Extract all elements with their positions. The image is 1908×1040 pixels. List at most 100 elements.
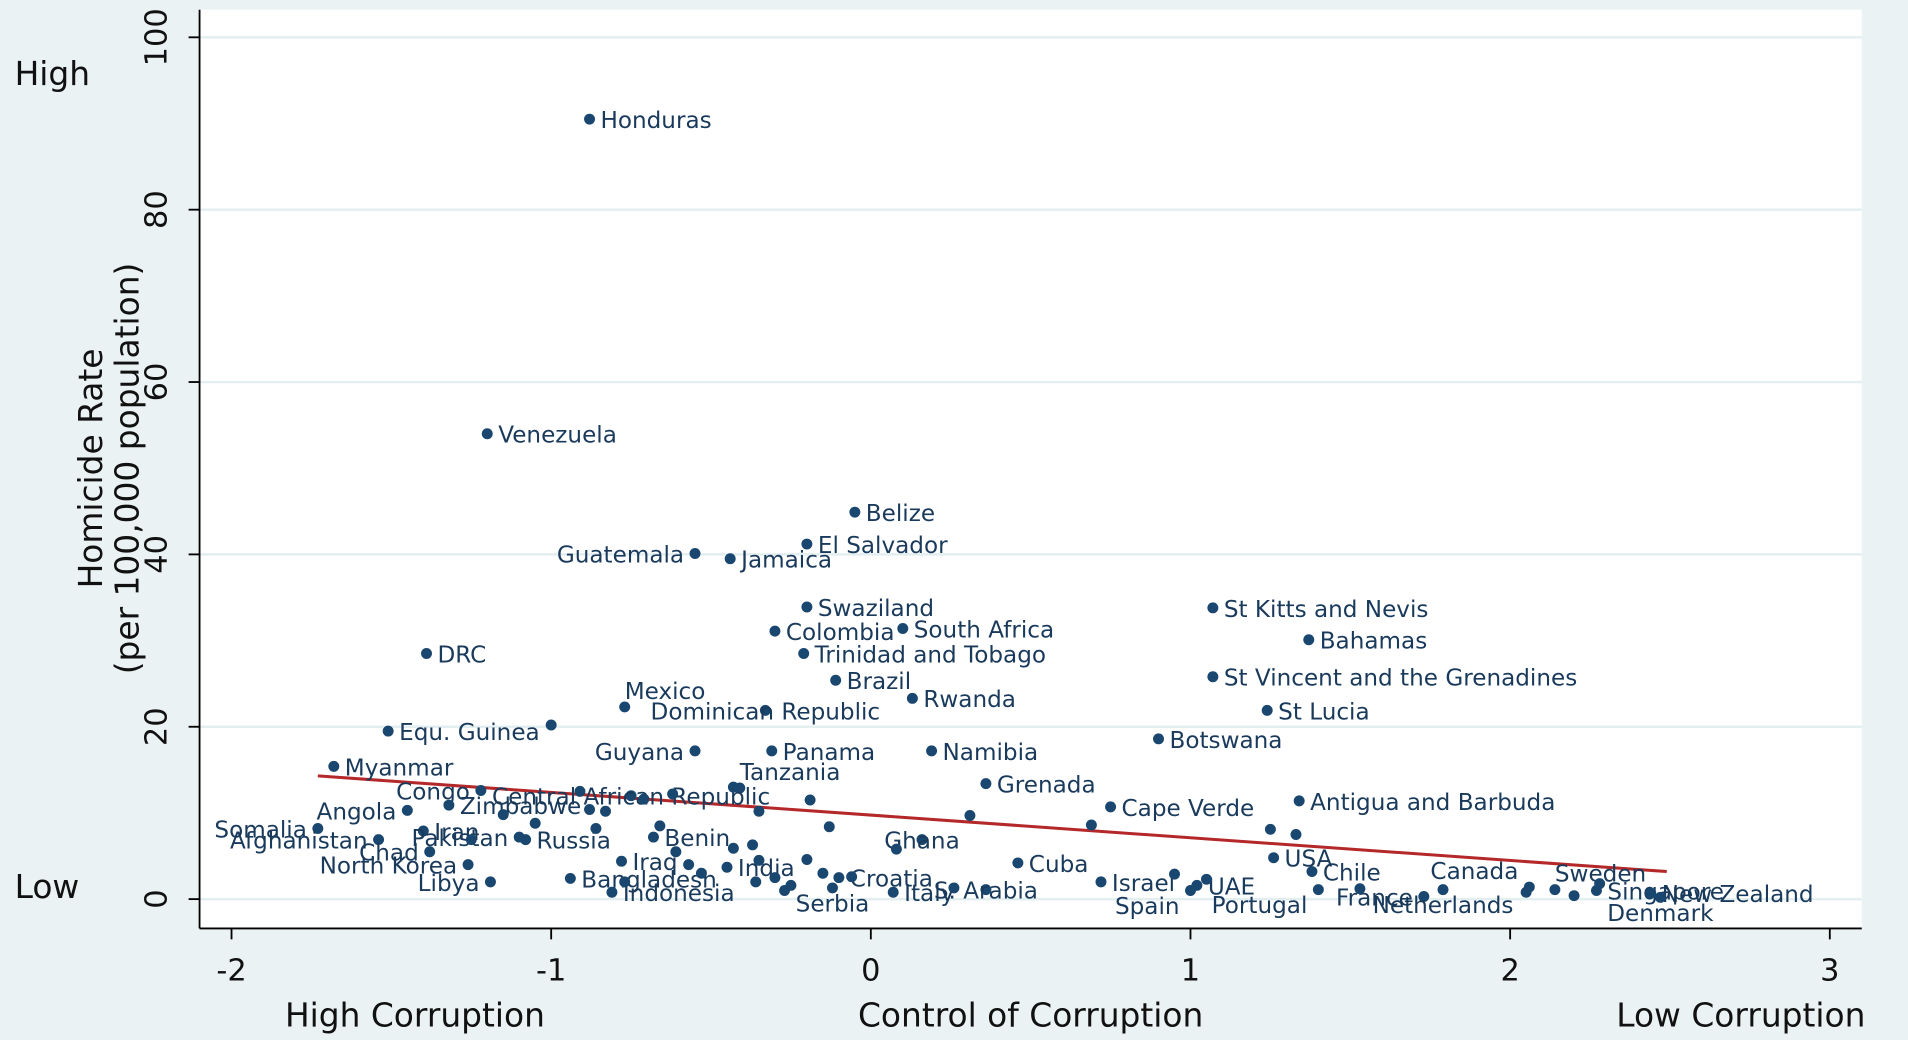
data-point (1654, 891, 1666, 903)
point-label: Zimbabwe (460, 794, 581, 820)
point-label: Central African Republic (492, 785, 770, 811)
point-label: Libya (418, 871, 480, 897)
plot-area (199, 9, 1862, 929)
data-point (897, 623, 909, 634)
data-point (916, 834, 928, 846)
data-point (616, 855, 627, 867)
data-point (1594, 878, 1606, 890)
data-point (564, 872, 576, 884)
data-point (1261, 704, 1273, 716)
data-point (846, 871, 858, 883)
data-point (1191, 879, 1203, 891)
data-point (753, 854, 765, 866)
data-point (647, 831, 659, 843)
data-point (670, 846, 682, 858)
data-point (584, 113, 596, 125)
data-point (798, 648, 810, 659)
point-label: Rwanda (923, 687, 1016, 713)
data-point (421, 648, 432, 659)
x-axis-label: Control of Corruption (858, 997, 1203, 1035)
point-label: Chad (359, 841, 419, 867)
point-label: Canada (1430, 859, 1518, 885)
data-point (769, 625, 781, 637)
data-point (887, 886, 899, 898)
data-point (373, 834, 385, 846)
data-point (1207, 602, 1219, 614)
data-point (1095, 876, 1107, 888)
y-tick-label: 40 (140, 535, 175, 574)
data-point (1303, 634, 1315, 646)
point-label: India (738, 856, 795, 882)
point-label: Jamaica (739, 548, 832, 574)
data-point (481, 428, 493, 440)
point-label: Serbia (796, 891, 870, 917)
point-label: Honduras (600, 108, 711, 134)
data-point (980, 778, 992, 790)
point-label: Panama (783, 740, 876, 766)
point-label: Indonesia (623, 881, 735, 907)
point-label: Equ. Guinea (399, 720, 540, 746)
data-point (417, 825, 429, 837)
point-label: Afghanistan (230, 829, 368, 855)
data-point (1418, 891, 1430, 903)
data-point (823, 821, 835, 833)
x-tick-label: 3 (1820, 954, 1839, 989)
data-point (727, 842, 739, 854)
point-label: North Korea (320, 854, 458, 880)
data-point (584, 804, 596, 815)
data-point (638, 793, 650, 805)
data-point (462, 859, 474, 871)
data-point (724, 553, 736, 565)
data-point (1169, 868, 1180, 880)
point-label: Brazil (847, 669, 912, 695)
data-point (753, 805, 765, 817)
data-point (826, 882, 838, 894)
data-point (801, 538, 813, 550)
data-point (328, 760, 340, 772)
data-point (1085, 819, 1097, 831)
data-point (801, 853, 813, 865)
data-point (520, 834, 532, 846)
data-point (1312, 884, 1324, 896)
data-point (545, 719, 557, 731)
data-point (1290, 829, 1302, 840)
y-tick-label: 0 (140, 889, 175, 908)
data-point (1153, 733, 1164, 745)
data-point (695, 867, 707, 879)
data-point (906, 692, 918, 704)
point-label: Pakistan (411, 826, 508, 852)
point-label: Venezuela (498, 423, 617, 449)
point-label: Somalia (214, 817, 306, 843)
point-label: St Lucia (1278, 699, 1369, 725)
data-point (475, 785, 487, 797)
data-point (830, 674, 842, 686)
point-label: St Vincent and the Grenadines (1224, 666, 1577, 692)
data-point (727, 781, 739, 793)
data-point (497, 809, 509, 821)
data-point (890, 843, 902, 855)
x-tick-label: 1 (1181, 954, 1200, 989)
data-point (465, 834, 477, 846)
data-point (817, 867, 829, 879)
data-point (1105, 801, 1117, 813)
data-point (625, 790, 637, 802)
point-label: Italy (904, 881, 954, 907)
data-point (766, 745, 778, 757)
point-label: St Kitts and Nevis (1224, 597, 1429, 623)
data-point (1354, 883, 1366, 895)
data-point (833, 872, 845, 884)
point-label: Israel (1112, 871, 1175, 897)
data-point (779, 885, 791, 896)
point-label: New Zealand (1662, 882, 1814, 908)
point-label: Myanmar (345, 755, 454, 781)
point-label: Bahamas (1320, 629, 1428, 655)
data-point (747, 839, 759, 851)
x-tick-label: -2 (216, 954, 246, 989)
y-tick-label: 20 (140, 707, 175, 746)
point-label: Grenada (997, 773, 1096, 799)
data-point (689, 548, 701, 560)
point-label: Antigua and Barbuda (1310, 790, 1555, 816)
data-point (606, 886, 618, 898)
y-high-annotation: High (15, 55, 91, 93)
data-point (443, 799, 455, 811)
